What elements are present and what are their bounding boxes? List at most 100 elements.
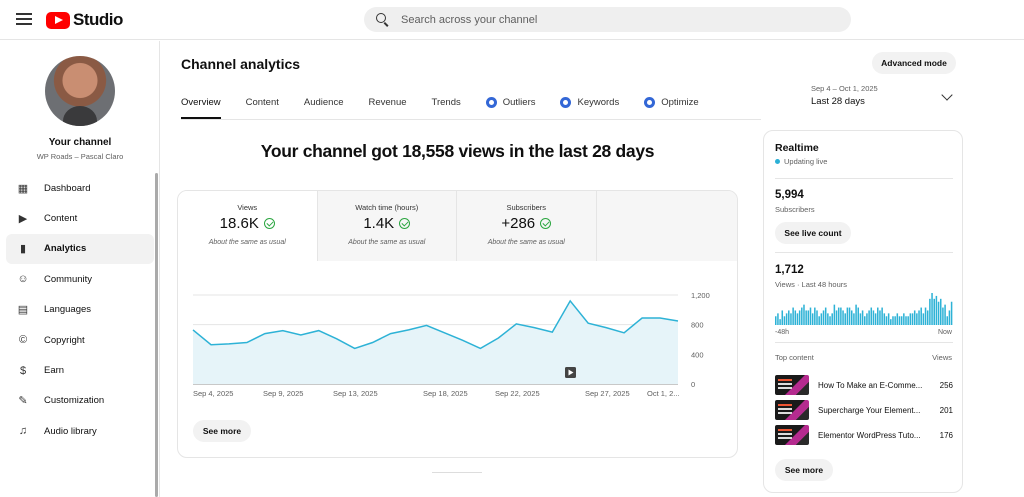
video-views: 201 <box>939 405 953 415</box>
realtime-bar <box>840 307 842 325</box>
realtime-see-more-button[interactable]: See more <box>775 459 833 481</box>
date-range-label[interactable]: Last 28 days <box>811 96 865 107</box>
sidebar-item-dashboard[interactable]: ▦ Dashboard <box>6 173 154 203</box>
tab-divider <box>181 119 761 120</box>
y-tick-label: 1,200 <box>691 291 710 300</box>
metric-tab-views[interactable]: Views 18.6K About the same as usual <box>178 191 318 261</box>
chevron-down-icon[interactable] <box>941 89 953 101</box>
insight-icon <box>485 97 497 108</box>
realtime-bar <box>916 313 918 325</box>
realtime-title: Realtime <box>775 142 819 154</box>
top-content-row[interactable]: How To Make an E-Comme... 256 <box>775 375 953 395</box>
realtime-bar <box>892 316 894 325</box>
tab-overview[interactable]: Overview <box>181 97 221 119</box>
metric-label: Watch time (hours) <box>355 203 419 212</box>
realtime-card: Realtime Updating live 5,994 Subscribers… <box>763 130 963 493</box>
realtime-bar <box>781 310 784 325</box>
realtime-bar <box>779 319 781 325</box>
views-area <box>193 300 678 384</box>
x-tick-label: Sep 13, 2025 <box>333 389 378 398</box>
sidebar-item-community[interactable]: ☺ Community <box>6 264 154 294</box>
realtime-bar <box>824 307 827 325</box>
sidebar-item-label: Audio library <box>44 425 97 437</box>
sidebar-nav: ▦ Dashboard ▶ Content ▮ Analytics ☺ Community ▤ L… <box>6 173 154 447</box>
sidebar-item-label: Earn <box>44 365 65 377</box>
search-input[interactable] <box>401 13 801 26</box>
sidebar-item-copyright[interactable]: © Copyright <box>6 325 154 355</box>
sidebar-scrollbar[interactable] <box>155 173 158 497</box>
search-bar[interactable] <box>364 7 851 32</box>
top-content-row[interactable]: Supercharge Your Element... 201 <box>775 400 953 420</box>
video-marker-icon[interactable] <box>565 367 576 378</box>
page-title: Channel analytics <box>181 56 301 72</box>
sidebar-item-label: Dashboard <box>44 182 91 194</box>
sidebar-item-earn[interactable]: $ Earn <box>6 355 154 385</box>
realtime-bar <box>822 310 825 325</box>
top-content-row[interactable]: Elementor WordPress Tuto... 176 <box>775 425 953 445</box>
realtime-bar <box>926 310 929 325</box>
realtime-bar <box>864 316 866 325</box>
analytics-icon: ▮ <box>19 243 27 256</box>
realtime-bar <box>816 310 818 325</box>
date-range[interactable]: Sep 4 – Oct 1, 2025 <box>811 84 878 93</box>
sidebar-item-audio-library[interactable]: ♫ Audio library <box>6 416 154 446</box>
realtime-bar <box>827 313 829 325</box>
realtime-bar <box>948 310 951 325</box>
realtime-bar <box>890 319 892 325</box>
realtime-bar-chart <box>775 293 953 325</box>
see-more-button[interactable]: See more <box>193 420 251 442</box>
realtime-bar <box>775 316 777 325</box>
realtime-bar <box>939 298 942 325</box>
video-views: 176 <box>939 430 953 440</box>
bottom-divider <box>432 472 482 473</box>
realtime-bar <box>931 293 933 325</box>
sidebar-item-languages[interactable]: ▤ Languages <box>6 295 154 325</box>
advanced-mode-button[interactable]: Advanced mode <box>872 52 956 74</box>
metric-tab-empty[interactable] <box>596 191 737 261</box>
realtime-bar <box>911 313 914 325</box>
sidebar-item-analytics[interactable]: ▮ Analytics <box>6 233 154 265</box>
copyright-icon: © <box>18 334 28 347</box>
realtime-bar <box>935 295 938 325</box>
views-column-label: Views <box>932 353 952 362</box>
channel-title: Your channel <box>48 137 112 148</box>
realtime-status-text: Updating live <box>784 157 828 166</box>
realtime-bar <box>922 313 925 325</box>
tab-revenue[interactable]: Revenue <box>369 97 407 119</box>
sidebar-item-customization[interactable]: ✎ Customization <box>6 386 154 416</box>
realtime-bar <box>807 310 810 325</box>
realtime-bar <box>833 304 836 325</box>
realtime-bar <box>846 307 849 325</box>
tab-outliers[interactable]: Outliers <box>485 97 535 119</box>
metric-tab-watch-time[interactable]: Watch time (hours) 1.4K About the same a… <box>317 191 457 261</box>
sidebar-item-content[interactable]: ▶ Content <box>6 203 154 233</box>
tab-label: Audience <box>303 97 344 108</box>
see-live-count-button[interactable]: See live count <box>775 222 851 244</box>
search-icon[interactable] <box>376 13 389 26</box>
realtime-bar <box>855 304 857 325</box>
metric-tab-subscribers[interactable]: Subscribers +286 About the same as usual <box>457 191 597 261</box>
realtime-bar <box>905 316 907 325</box>
realtime-bar <box>950 301 953 325</box>
realtime-bar <box>903 313 905 325</box>
y-tick-label: 0 <box>691 380 695 389</box>
tab-content[interactable]: Content <box>246 97 279 119</box>
channel-avatar[interactable] <box>45 56 115 126</box>
realtime-bar <box>918 310 920 325</box>
tab-audience[interactable]: Audience <box>304 97 344 119</box>
realtime-bar <box>792 307 794 325</box>
realtime-bar <box>798 310 801 325</box>
tab-trends[interactable]: Trends <box>432 97 461 119</box>
tab-optimize[interactable]: Optimize <box>644 97 699 119</box>
tab-keywords[interactable]: Keywords <box>560 97 619 119</box>
video-title: Supercharge Your Element... <box>818 405 921 415</box>
mini-chart-start-label: -48h <box>775 329 790 336</box>
realtime-bar <box>924 307 927 325</box>
realtime-bar <box>850 310 853 325</box>
realtime-bar <box>920 307 922 325</box>
studio-logo[interactable]: Studio <box>46 10 123 30</box>
realtime-bar <box>866 313 868 325</box>
x-tick-label: Sep 4, 2025 <box>193 389 233 398</box>
x-tick-label: Sep 27, 2025 <box>585 389 630 398</box>
menu-icon[interactable] <box>14 10 34 30</box>
